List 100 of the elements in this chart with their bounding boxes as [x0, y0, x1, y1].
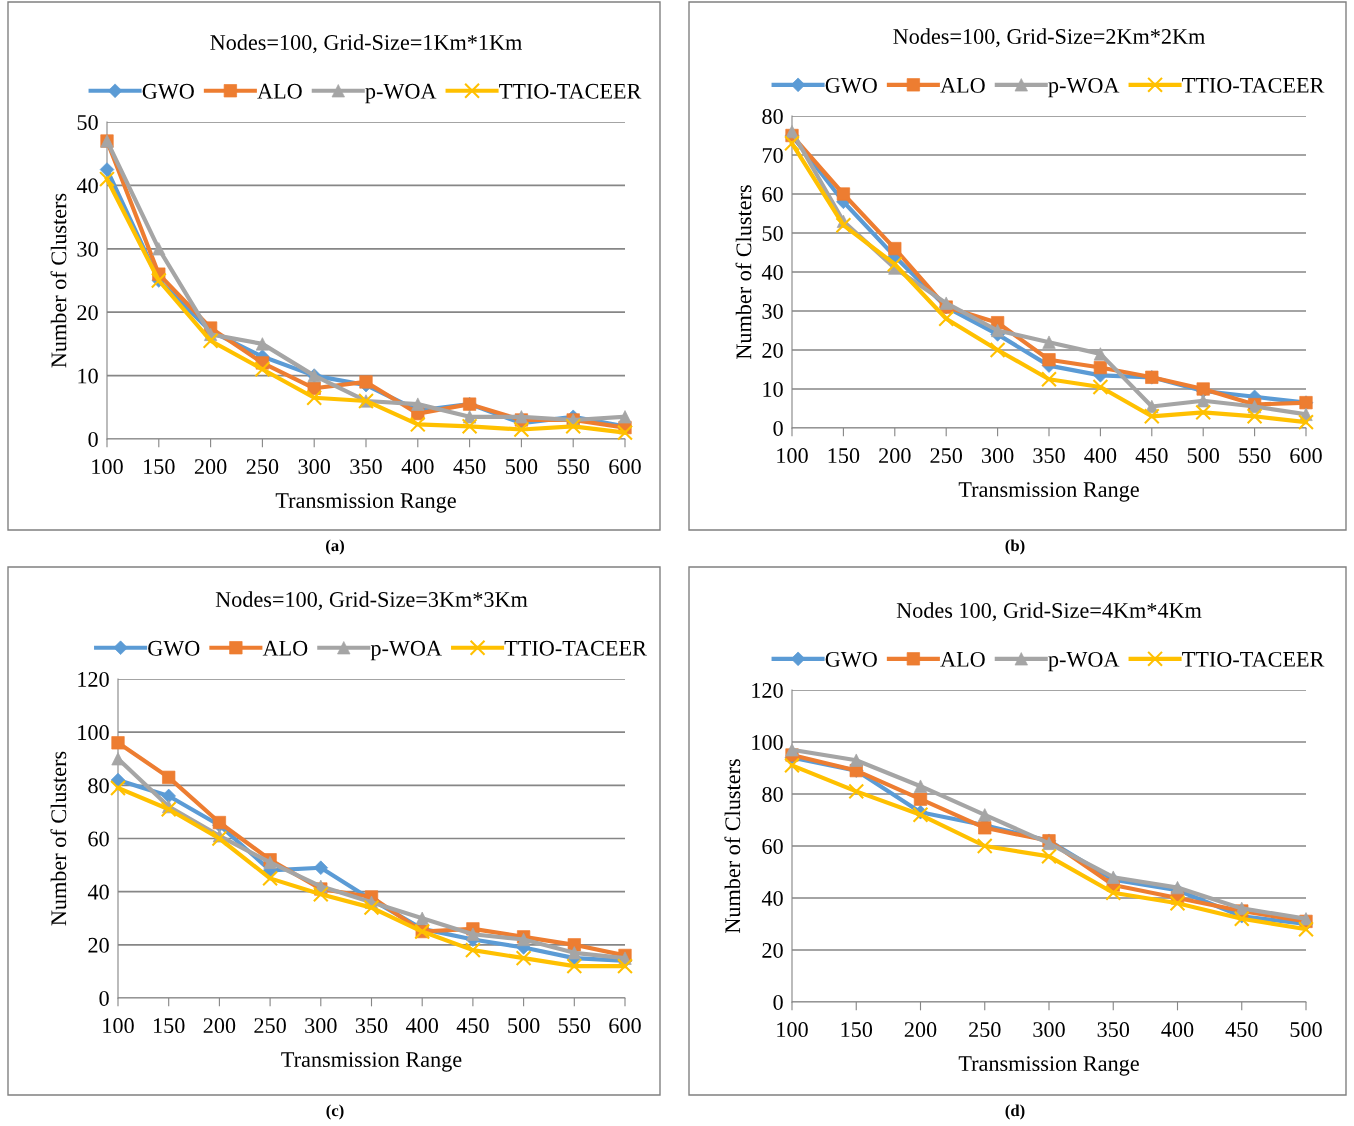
x-axis-title: Transmission Range — [958, 1056, 1139, 1076]
x-tick-label: 250 — [254, 1018, 286, 1034]
point — [1195, 404, 1212, 421]
point — [1246, 408, 1263, 425]
chart-title: Nodes 100, Grid-Size=4Km*4Km — [896, 602, 1202, 622]
x-tick-label: 400 — [1161, 1022, 1194, 1038]
point — [888, 242, 902, 256]
x-tick-label: 500 — [1187, 448, 1220, 464]
x-tick-label: 300 — [305, 1018, 337, 1034]
point — [989, 342, 1006, 358]
y-tick-label: 10 — [78, 368, 98, 384]
y-axis-title: Number of Clusters — [724, 759, 741, 933]
chart-title: Nodes=100, Grid-Size=3Km*3Km — [215, 591, 528, 611]
point — [1169, 895, 1186, 912]
y-tick-label: 30 — [762, 303, 783, 319]
y-tick-label: 100 — [78, 725, 109, 741]
x-tick-label: 200 — [194, 459, 227, 475]
legend-label: p-WOA — [1048, 77, 1120, 98]
point — [1298, 414, 1314, 431]
legend-label: ALO — [262, 640, 308, 656]
y-tick-label: 20 — [762, 342, 783, 358]
point — [886, 256, 903, 273]
x-tick-label: 150 — [841, 1022, 873, 1038]
y-axis-title: Number of Clusters — [735, 185, 752, 359]
y-tick-label: 20 — [77, 305, 98, 321]
legend-label: ALO — [940, 77, 985, 93]
point — [566, 958, 583, 975]
point — [991, 323, 1005, 338]
x-axis-title: Transmission Range — [281, 1052, 462, 1072]
point — [1143, 408, 1160, 425]
legend-label: ALO — [940, 651, 985, 667]
y-tick-label: 70 — [762, 147, 783, 163]
text: (c) — [326, 1104, 344, 1120]
x-axis-title: Transmission Range — [958, 482, 1139, 502]
x-tick-label: 450 — [1135, 448, 1168, 464]
x-tick-label: 600 — [609, 1018, 641, 1034]
point — [617, 958, 633, 975]
point — [835, 217, 852, 234]
x-tick-label: 450 — [456, 1018, 489, 1034]
legend-label: GWO — [825, 77, 877, 93]
point — [312, 886, 329, 903]
legend-label: GWO — [825, 651, 877, 667]
legend-label: TTIO-TACEER — [499, 83, 642, 99]
y-tick-label: 0 — [99, 990, 109, 1006]
point — [211, 830, 228, 847]
point — [1092, 379, 1109, 396]
x-tick-label: 150 — [153, 1018, 185, 1034]
x-tick-label: 500 — [508, 1018, 540, 1034]
x-axis-title: Transmission Range — [275, 493, 456, 513]
legend-label: GWO — [142, 83, 194, 99]
x-tick-label: 350 — [355, 1018, 388, 1034]
point — [363, 899, 380, 916]
x-tick-label: 400 — [1084, 448, 1117, 464]
x-tick-label: 200 — [879, 448, 911, 464]
point — [162, 770, 176, 784]
y-tick-label: 50 — [762, 225, 783, 241]
y-tick-label: 80 — [762, 786, 783, 802]
point — [513, 421, 530, 438]
x-tick-label: 350 — [1097, 1022, 1130, 1038]
x-tick-label: 400 — [401, 459, 434, 475]
x-tick-label: 500 — [506, 459, 538, 475]
x-tick-label: 150 — [828, 448, 860, 464]
x-tick-label: 250 — [930, 448, 963, 464]
legend-label: p-WOA — [1048, 651, 1120, 672]
legend-label: TTIO-TACEER — [504, 640, 647, 656]
y-tick-label: 0 — [773, 994, 783, 1010]
x-tick-label: 450 — [453, 459, 486, 475]
x-tick-label: 400 — [405, 1018, 439, 1034]
chart-title: Nodes=100, Grid-Size=2Km*2Km — [893, 28, 1205, 48]
point — [254, 361, 271, 378]
legend-label: p-WOA — [370, 640, 442, 661]
x-tick-label: 200 — [904, 1022, 937, 1038]
chart-title: Nodes=100, Grid-Size=1Km*1Km — [210, 34, 522, 54]
x-tick-label: 300 — [982, 448, 1014, 464]
x-tick-label: 550 — [1239, 448, 1271, 464]
point — [913, 792, 928, 806]
point — [1298, 921, 1314, 938]
point — [565, 418, 582, 435]
point — [160, 801, 177, 818]
point — [1041, 371, 1057, 388]
y-tick-label: 40 — [76, 178, 98, 194]
point — [306, 389, 323, 406]
y-tick-label: 60 — [762, 838, 783, 854]
x-tick-label: 550 — [557, 459, 590, 475]
point — [976, 838, 993, 854]
x-tick-label: 300 — [1033, 1022, 1065, 1038]
y-tick-label: 40 — [761, 890, 783, 906]
y-tick-label: 20 — [88, 937, 109, 953]
point — [848, 783, 865, 800]
point — [938, 310, 955, 327]
text: (a) — [326, 539, 344, 555]
y-tick-label: 0 — [773, 420, 783, 436]
point — [784, 757, 800, 774]
legend-label: p-WOA — [365, 83, 437, 104]
y-axis-title: Number of Clusters — [50, 193, 67, 368]
x-tick-label: 300 — [298, 459, 331, 475]
x-tick-label: 150 — [144, 459, 175, 475]
point — [110, 780, 126, 796]
point — [617, 424, 633, 441]
x-tick-label: 550 — [558, 1018, 591, 1034]
